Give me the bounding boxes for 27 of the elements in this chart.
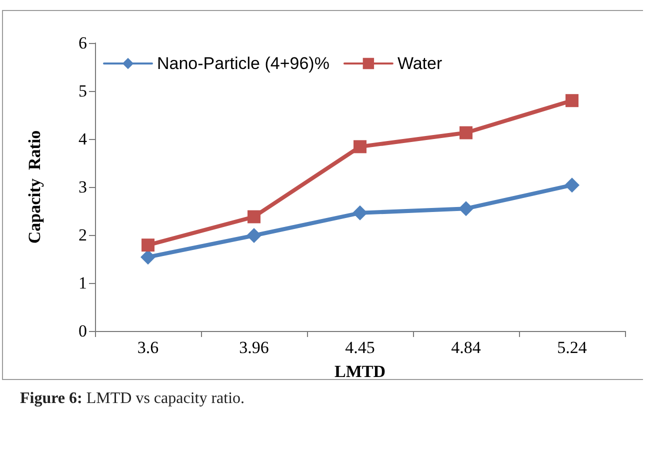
legend-label: Nano-Particle (4+96)%	[157, 54, 330, 73]
point	[566, 94, 578, 108]
y-tick-label: 3	[78, 178, 87, 196]
y-tick-label: 2	[78, 226, 87, 244]
point	[458, 201, 474, 216]
x-tick-label: 3.6	[137, 338, 159, 357]
legend-label: Water	[397, 54, 442, 73]
y-tick-label: 0	[78, 322, 87, 340]
x-axis-title: LMTD	[334, 362, 386, 381]
y-tick-label: 6	[78, 34, 87, 52]
point	[140, 250, 156, 265]
y-tick-label: 4	[78, 130, 88, 148]
point	[352, 205, 368, 220]
point	[564, 178, 580, 193]
x-tick-label: 4.84	[451, 338, 482, 357]
x-tick-label: 4.45	[345, 338, 375, 357]
point	[460, 126, 472, 140]
y-axis-title: Capacity Ratio	[25, 130, 44, 244]
caption: Figure 6: LMTD vs capacity ratio.	[20, 390, 245, 408]
y-tick-label: 5	[78, 82, 87, 100]
x-tick-label: 3.96	[239, 338, 269, 357]
y-tick-label: 1	[78, 274, 87, 292]
point	[354, 140, 366, 154]
point	[248, 210, 260, 224]
point	[142, 238, 154, 252]
x-tick-label: 5.24	[557, 338, 588, 357]
point	[246, 228, 262, 243]
